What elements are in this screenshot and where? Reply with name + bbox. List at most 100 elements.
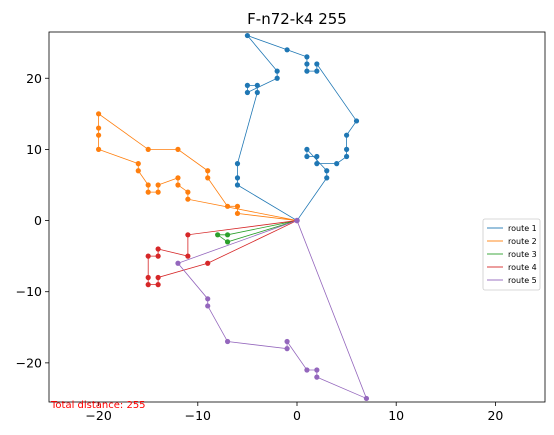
route-1-point xyxy=(244,82,250,88)
route-line-2 xyxy=(98,113,298,221)
route-4-point xyxy=(155,274,161,281)
chart-title: F-n72-k4 255 xyxy=(247,10,347,28)
route-5-point xyxy=(205,296,211,302)
route-4-point xyxy=(155,282,161,288)
route-1-point xyxy=(314,61,320,67)
route-2-point xyxy=(135,161,141,167)
route-1-point xyxy=(284,47,290,53)
route-5-point xyxy=(175,260,181,266)
route-2-point xyxy=(185,196,191,202)
x-tick-label: 0 xyxy=(293,408,301,423)
route-2-point xyxy=(155,189,161,195)
x-tick-label: 20 xyxy=(487,408,503,423)
route-5-point xyxy=(284,338,290,345)
route-5-point xyxy=(314,367,320,373)
route-1-point xyxy=(304,153,310,160)
route-4-point xyxy=(155,246,161,252)
route-1-point xyxy=(314,68,320,74)
x-tick-label: −10 xyxy=(185,408,211,423)
route-4-point xyxy=(185,253,191,259)
route-5-point xyxy=(205,303,211,309)
depot-point xyxy=(294,217,300,224)
axes: −20 −10 0 10 20 −20 −10 0 10 20 xyxy=(16,31,546,423)
total-distance-annotation: Total distance: 255 xyxy=(50,400,146,411)
x-tick-label: 10 xyxy=(388,408,404,423)
route-2-point xyxy=(96,125,102,131)
plot-frame xyxy=(48,31,546,403)
route-4-point xyxy=(145,253,151,259)
route-4-point xyxy=(145,274,151,281)
route-5-point xyxy=(224,338,231,345)
y-tick-label: 10 xyxy=(26,142,42,157)
y-tick-label: −10 xyxy=(16,284,42,299)
route-2-point xyxy=(205,168,211,174)
route-1-point xyxy=(304,61,310,67)
route-3-point xyxy=(215,232,221,238)
route-5-point xyxy=(304,367,310,373)
route-1-point xyxy=(334,161,340,167)
route-2-point xyxy=(135,168,141,174)
route-1-point xyxy=(234,161,241,167)
y-tick-label: 20 xyxy=(26,71,42,86)
route-1-point xyxy=(304,68,310,74)
route-2-point xyxy=(224,203,231,209)
route-3-point xyxy=(224,232,231,238)
route-line-5 xyxy=(177,220,368,400)
legend-label-4: route 4 xyxy=(508,263,537,272)
route-1-point xyxy=(344,146,350,152)
legend-label-2: route 2 xyxy=(508,237,537,246)
route-1-point xyxy=(314,161,320,167)
route-5-point xyxy=(363,395,370,402)
route-4-point xyxy=(145,282,151,288)
route-2-point xyxy=(185,189,191,195)
route-line-4 xyxy=(147,220,298,286)
legend-box xyxy=(482,218,541,291)
route-line-1 xyxy=(237,34,358,221)
route-2-point xyxy=(145,189,151,195)
legend-label-1: route 1 xyxy=(508,224,537,233)
route-2-point xyxy=(145,182,151,188)
route-2-point xyxy=(145,146,151,152)
x-tick-label: −20 xyxy=(85,408,111,423)
route-1-point xyxy=(244,32,250,39)
route-1-point xyxy=(274,68,280,74)
route-5-point xyxy=(284,346,290,352)
route-1-point xyxy=(314,153,320,160)
route-1-point xyxy=(234,175,241,181)
route-2-point xyxy=(155,182,161,188)
legend: route 1 route 2 route 3 route 4 route 5 xyxy=(482,218,541,291)
route-1-point xyxy=(344,153,350,160)
route-1-point xyxy=(234,182,241,188)
route-2-point xyxy=(96,132,102,138)
route-1-point xyxy=(324,175,330,181)
route-5-point xyxy=(314,374,320,380)
route-2-point xyxy=(175,175,181,181)
legend-label-5: route 5 xyxy=(508,276,537,285)
route-2-point xyxy=(205,175,211,181)
route-1-point xyxy=(353,118,360,124)
route-2-point xyxy=(96,146,102,152)
route-1-point xyxy=(304,54,310,60)
route-2-point xyxy=(234,210,241,217)
route-line-3 xyxy=(216,220,298,243)
route-1-point xyxy=(344,132,350,138)
route-1-point xyxy=(254,82,260,88)
y-tick-label: 0 xyxy=(34,213,42,228)
route-2-point xyxy=(175,146,181,152)
route-1-point xyxy=(244,89,250,96)
y-tick-label: −20 xyxy=(16,355,42,370)
route-1-point xyxy=(274,75,280,81)
plot-area xyxy=(96,32,370,402)
route-4-point xyxy=(185,232,191,238)
route-4-point xyxy=(205,260,211,266)
route-3-point xyxy=(224,239,231,245)
route-2-point xyxy=(96,111,102,117)
route-2-point xyxy=(234,203,241,209)
route-4-point xyxy=(155,253,161,259)
route-1-point xyxy=(324,168,330,174)
legend-label-3: route 3 xyxy=(508,250,537,259)
route-1-point xyxy=(304,146,310,152)
route-2-point xyxy=(175,182,181,188)
route-1-point xyxy=(254,89,260,96)
